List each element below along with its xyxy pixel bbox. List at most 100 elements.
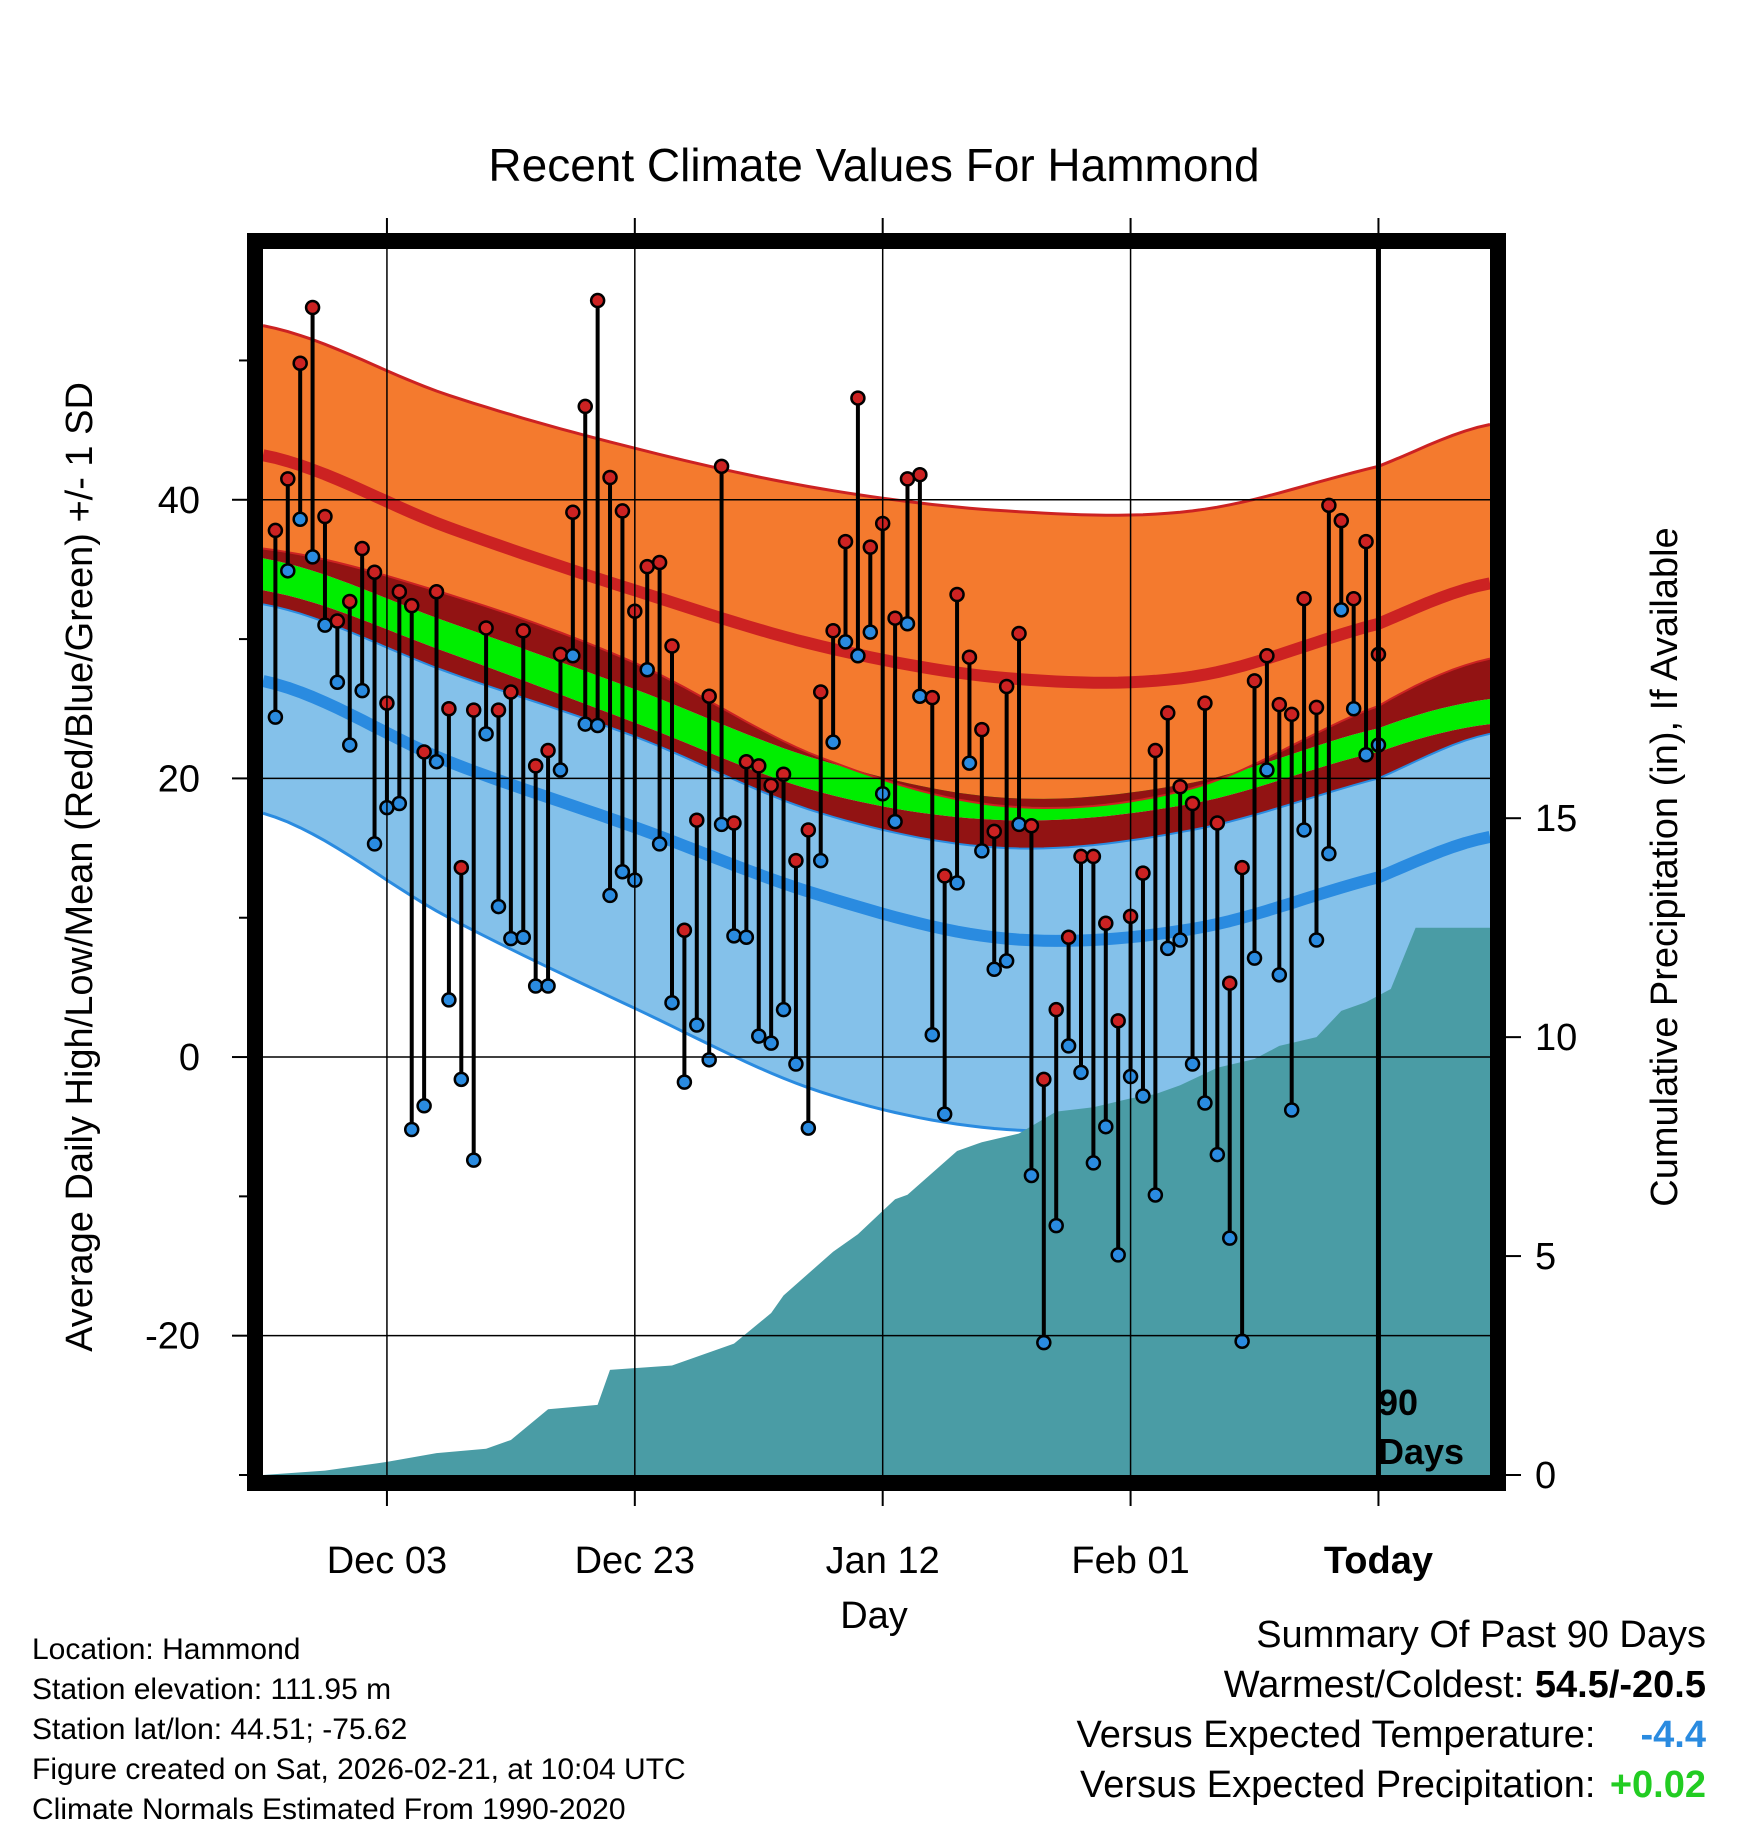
daily-low-point — [850, 648, 866, 664]
daily-low-point — [1060, 1038, 1077, 1054]
daily-high-point — [403, 597, 420, 614]
left-axis-label: Average Daily High/Low/Mean (Red/Blue/Gr… — [59, 382, 101, 1352]
daily-high-point — [1011, 625, 1027, 642]
daily-low-point — [527, 978, 544, 994]
daily-low-point — [1160, 940, 1176, 957]
daily-high-point — [974, 721, 990, 738]
daily-high-point — [465, 702, 482, 718]
daily-high-point — [775, 766, 792, 782]
daily-low-point — [490, 898, 507, 915]
daily-low-point — [503, 930, 519, 947]
daily-low-point — [1234, 1333, 1250, 1350]
daily-high-point — [1023, 818, 1040, 834]
daily-high-point — [267, 522, 284, 539]
daily-high-point — [1234, 859, 1250, 876]
daily-high-point — [899, 471, 916, 487]
daily-high-point — [639, 558, 655, 575]
daily-high-point — [478, 620, 494, 636]
daily-low-point — [986, 961, 1002, 978]
low-band-upper-edge — [262, 603, 1491, 850]
daily-low-point — [713, 816, 730, 833]
warmest-coldest-row: Warmest/Coldest: 54.5/-20.5 — [1077, 1660, 1706, 1710]
created-text: Figure created on Sat, 2026-02-21, at 10… — [32, 1753, 686, 1786]
daily-low-point — [1098, 1118, 1114, 1135]
daily-low-point — [416, 1098, 432, 1114]
daily-low-point — [1085, 1155, 1102, 1171]
daily-low-point — [391, 795, 408, 812]
daily-high-point — [862, 539, 879, 555]
daily-low-point — [1283, 1102, 1300, 1118]
right-tick-label: 15 — [1535, 798, 1577, 840]
daily-high-point — [1197, 695, 1213, 711]
daily-low-point — [267, 709, 284, 725]
daily-low-point — [788, 1056, 804, 1072]
daily-low-point — [664, 994, 680, 1011]
daily-high-point — [602, 469, 618, 486]
daily-low-point — [800, 1120, 817, 1136]
daily-low-point — [738, 929, 755, 945]
daily-high-point — [453, 859, 470, 876]
daily-low-point — [428, 753, 445, 770]
daily-high-point — [1333, 512, 1350, 529]
daily-low-point — [1110, 1247, 1126, 1263]
daily-high-point — [1246, 673, 1263, 689]
warmest-label: Warmest/Coldest: — [1223, 1664, 1525, 1706]
daily-high-point — [689, 812, 705, 828]
daily-low-point — [614, 864, 631, 880]
daily-high-point — [924, 689, 941, 706]
daily-high-point — [1184, 795, 1201, 812]
daily-low-point — [924, 1027, 941, 1043]
daily-high-point — [280, 471, 296, 487]
daily-high-point — [1296, 590, 1312, 607]
daily-high-point — [1358, 533, 1374, 550]
daily-high-point — [825, 622, 841, 639]
daily-low-point — [1308, 932, 1325, 948]
daily-high-point — [416, 744, 432, 760]
daily-low-point — [589, 717, 606, 734]
daily-high-point — [1283, 706, 1300, 723]
daily-low-point — [862, 624, 879, 640]
daily-low-point — [676, 1074, 693, 1090]
daily-high-point — [812, 684, 829, 700]
warmest-value: 54.5/-20.5 — [1534, 1664, 1706, 1706]
high-band-lower-edge — [262, 547, 1491, 809]
daily-low-point — [1296, 822, 1312, 838]
daily-high-point — [850, 390, 866, 406]
daily-low-point — [1073, 1064, 1089, 1081]
right-tick-label: 0 — [1535, 1455, 1556, 1497]
latlon-text: Station lat/lon: 44.51; -75.62 — [32, 1713, 408, 1746]
daily-low-point — [639, 661, 655, 678]
daily-high-point — [788, 852, 804, 869]
daily-high-point — [1221, 975, 1238, 991]
daily-high-point — [738, 753, 755, 770]
daily-low-point — [1023, 1167, 1040, 1184]
daily-high-point — [961, 649, 978, 665]
summary-panel: Summary Of Past 90 Days Warmest/Coldest:… — [1077, 1610, 1706, 1810]
elevation-text: Station elevation: 111.95 m — [32, 1673, 392, 1706]
daily-high-point — [676, 922, 693, 939]
daily-low-point — [1209, 1146, 1226, 1163]
daily-low-point — [515, 929, 532, 945]
daily-low-point — [1358, 746, 1374, 763]
daily-low-point — [304, 549, 321, 565]
daily-high-point — [1048, 1001, 1064, 1018]
x-tick-label: Jan 12 — [826, 1540, 940, 1582]
x-tick-label: Feb 01 — [1071, 1540, 1189, 1582]
daily-low-point — [899, 616, 916, 632]
daily-high-point — [577, 398, 593, 415]
normal-low-line — [261, 675, 1492, 947]
daily-low-point — [1172, 932, 1188, 948]
summary-heading: Summary Of Past 90 Days — [1256, 1614, 1706, 1656]
daily-high-point — [751, 758, 767, 774]
daily-low-point — [961, 755, 978, 771]
daily-high-point — [292, 355, 308, 371]
daily-high-point — [1060, 929, 1077, 945]
daily-low-point — [403, 1121, 420, 1138]
daily-high-point — [589, 292, 606, 309]
daily-high-point — [726, 815, 742, 831]
daily-low-point — [1135, 1088, 1151, 1104]
daily-low-point — [317, 617, 333, 633]
left-tick-label: -20 — [145, 1316, 200, 1358]
right-axis-label: Cumulative Precipitation (in), If Availa… — [1644, 527, 1686, 1206]
daily-high-point — [490, 702, 507, 718]
